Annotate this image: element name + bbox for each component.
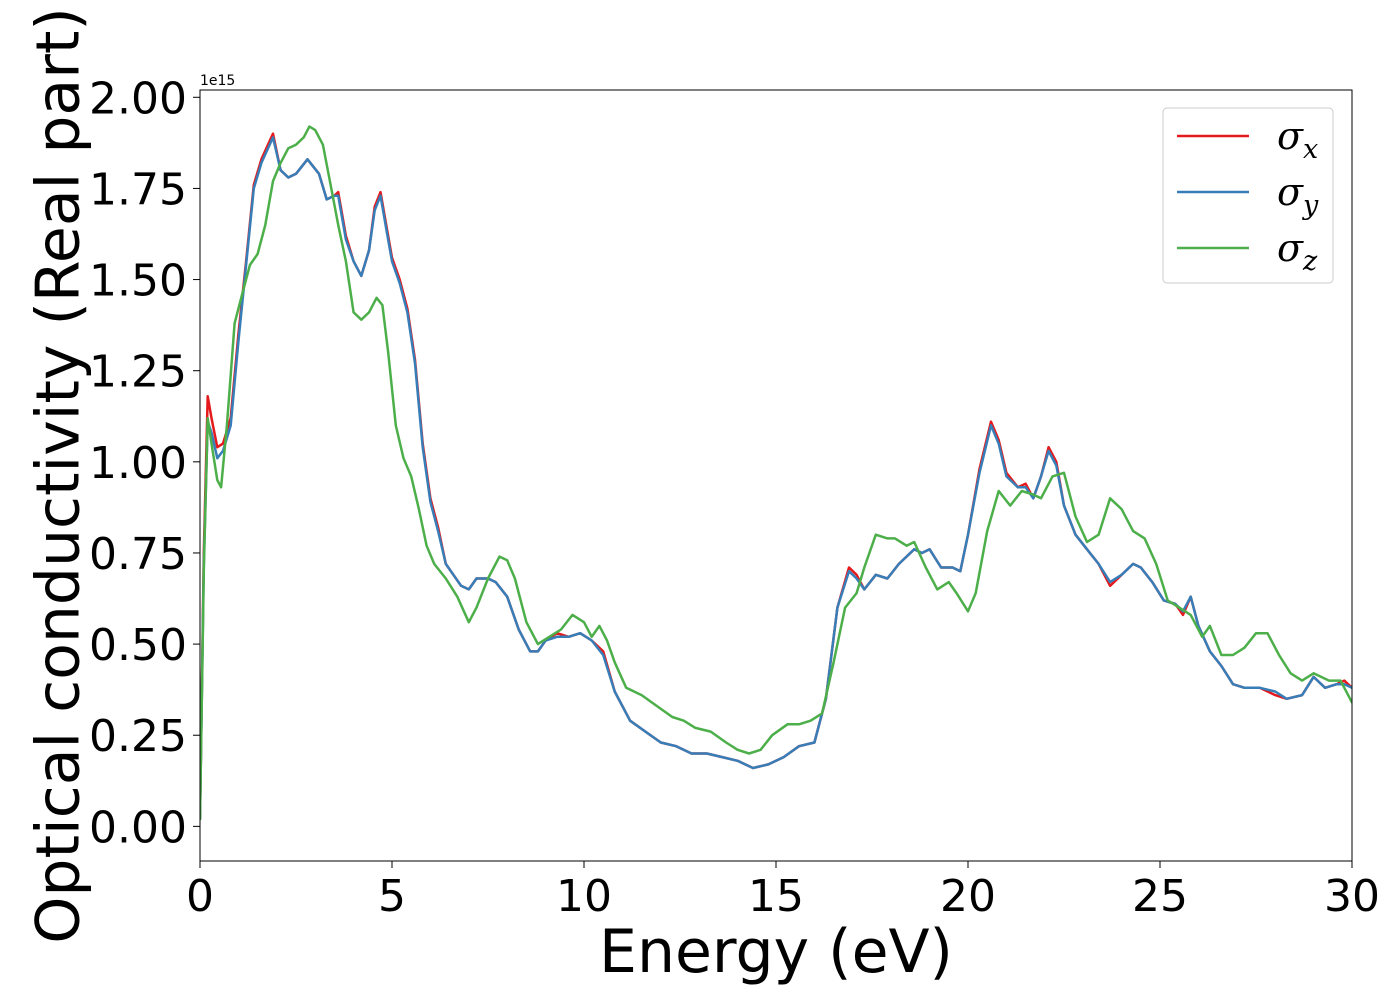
y-tick-label: 0.25	[89, 711, 187, 762]
x-tick-label: 5	[378, 871, 406, 922]
y-axis-label: Optical conductivity (Real part)	[24, 7, 94, 944]
y-tick-label: 0.50	[89, 620, 187, 671]
x-tick-label: 15	[748, 871, 804, 922]
series-line-y	[200, 136, 1352, 821]
legend-label-y: σy	[1277, 170, 1319, 221]
y-tick-label: 1.25	[89, 347, 187, 398]
x-tick-label: 20	[940, 871, 996, 922]
legend-label-z: σz	[1277, 226, 1318, 277]
y-offset-text: 1e15	[200, 73, 235, 89]
y-tick-label: 0.00	[89, 802, 187, 853]
series-line-z	[200, 125, 1352, 821]
y-tick-label: 0.75	[89, 529, 187, 580]
legend-box	[1162, 107, 1334, 284]
x-tick-label: 0	[186, 871, 214, 922]
x-axis-label: Energy (eV)	[599, 917, 953, 987]
series-layer	[200, 125, 1352, 821]
legend-label-x: σx	[1277, 114, 1318, 165]
y-axis: 0.00 0.25 0.50 0.75 1.00 1.25 1.50 1.75 2.00	[89, 73, 200, 853]
y-tick-label: 1.75	[89, 164, 187, 215]
x-tick-label: 25	[1132, 871, 1188, 922]
x-axis: 0 5 10 15 20 25 30	[186, 861, 1380, 922]
x-tick-label: 10	[556, 871, 612, 922]
y-tick-label: 1.00	[89, 438, 187, 489]
x-tick-label: 30	[1324, 871, 1380, 922]
y-tick-label: 1.50	[89, 256, 187, 307]
y-tick-label: 2.00	[89, 73, 187, 124]
